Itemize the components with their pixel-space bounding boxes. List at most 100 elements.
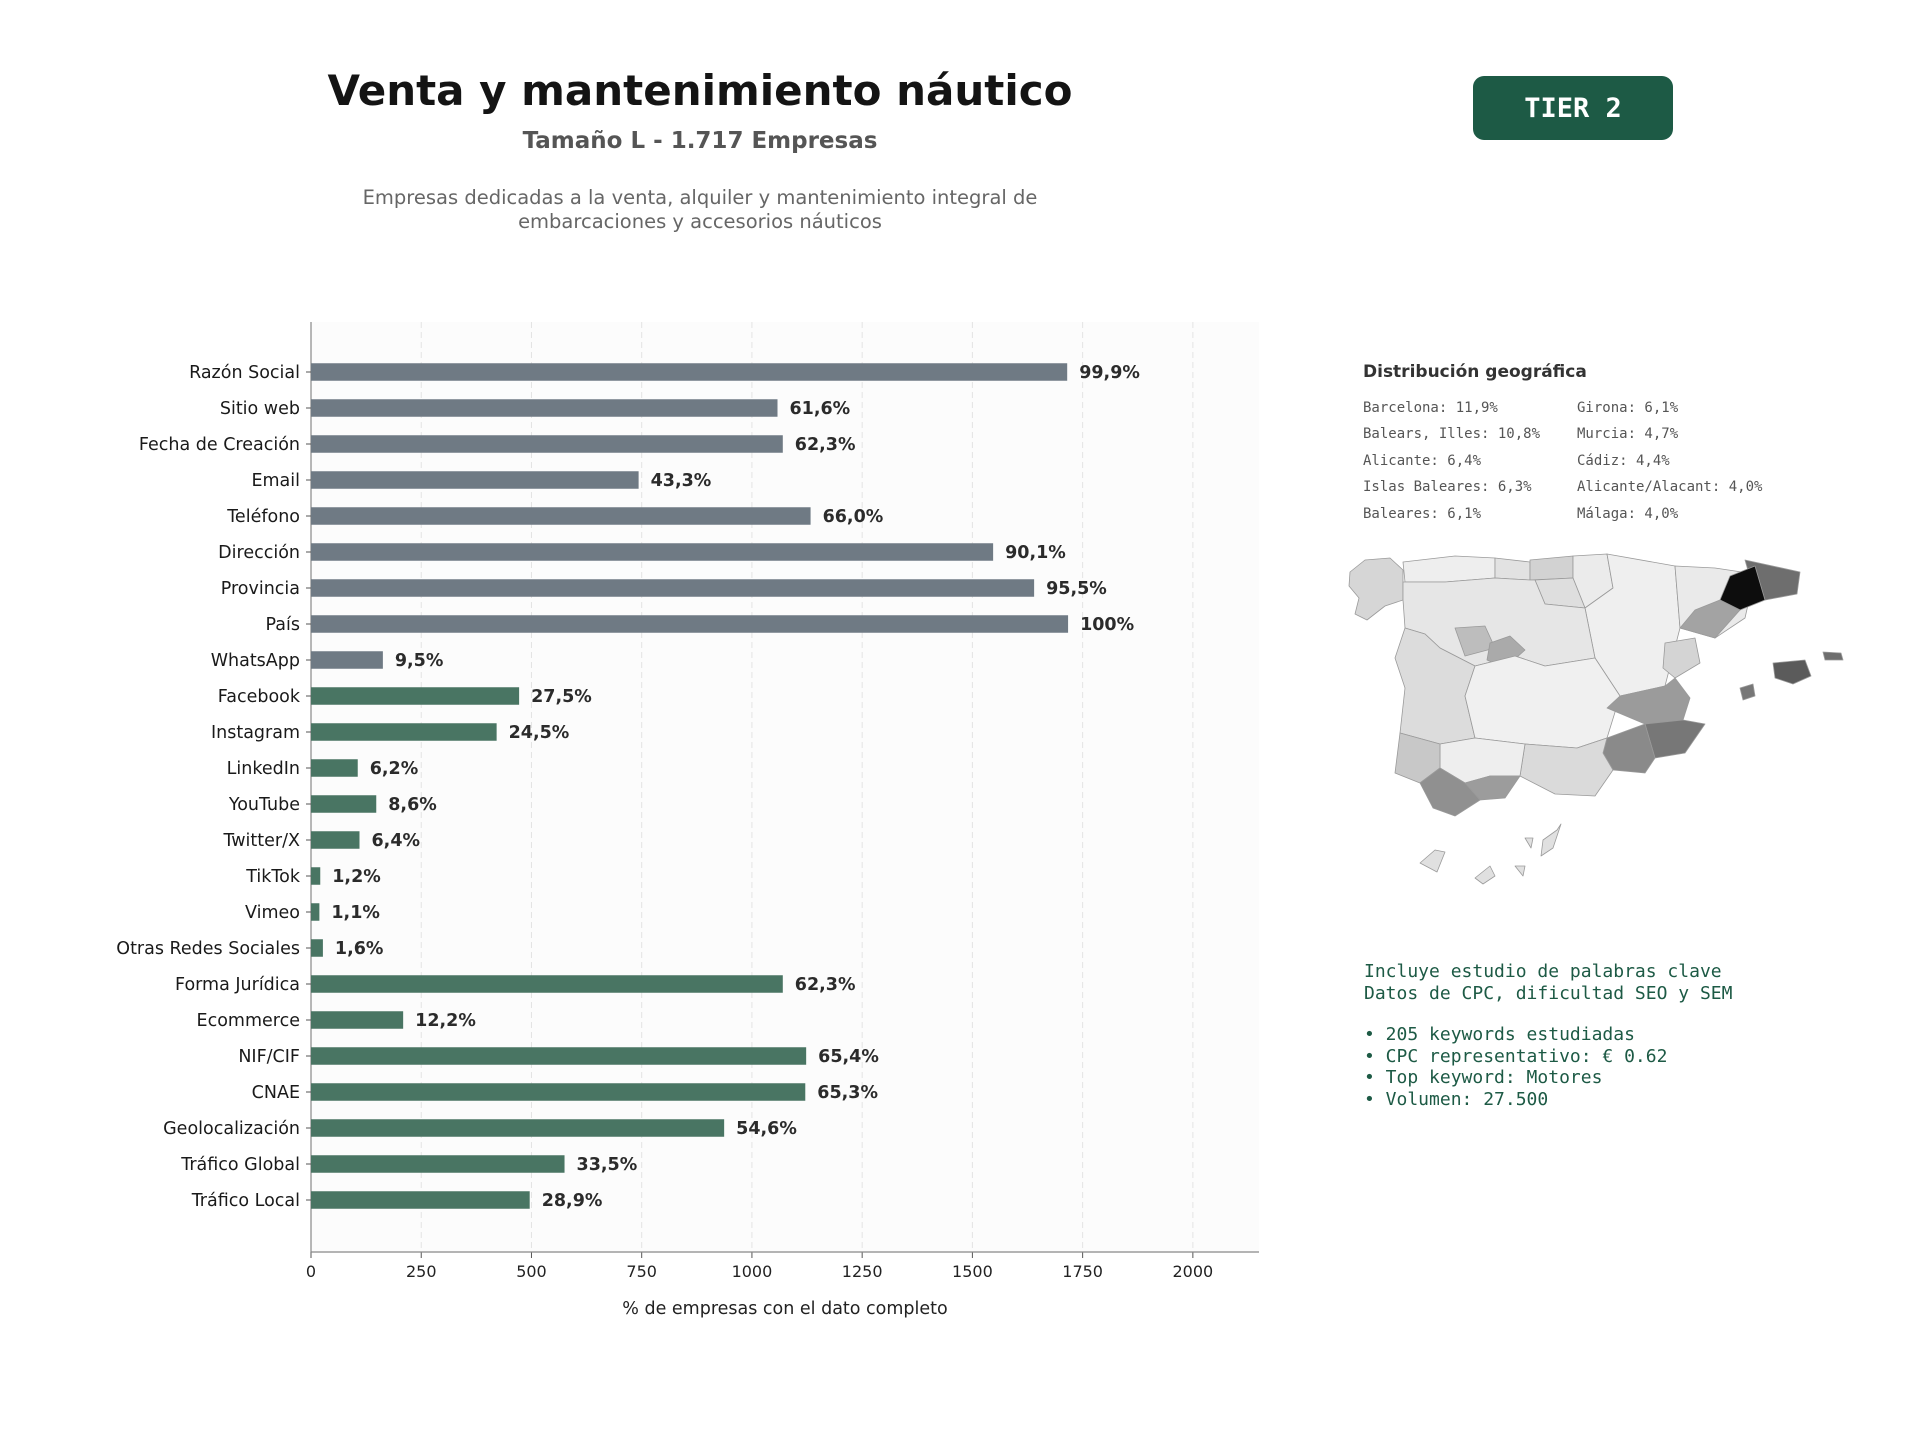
x-tick-label: 250	[406, 1262, 437, 1281]
geo-item: Baleares: 6,1%	[1363, 505, 1482, 522]
category-label: Razón Social	[189, 363, 300, 383]
data-label: 62,3%	[795, 435, 856, 455]
category-label: País	[266, 615, 300, 635]
data-label: 1,6%	[335, 939, 384, 959]
category-label: Sitio web	[220, 399, 300, 419]
bar	[311, 651, 383, 669]
map-region-cantabria	[1494, 557, 1531, 581]
x-tick-label: 1000	[732, 1262, 773, 1281]
data-label: 27,5%	[531, 687, 592, 707]
category-label: NIF/CIF	[238, 1047, 300, 1067]
map-region-cadiz	[1419, 767, 1481, 817]
map-region-castellon	[1662, 637, 1701, 679]
category-label: LinkedIn	[227, 759, 300, 779]
data-label: 43,3%	[651, 471, 712, 491]
data-label: 28,9%	[542, 1191, 603, 1211]
map-region-valencia	[1606, 677, 1691, 725]
map-region-barcelona	[1719, 565, 1766, 611]
bar	[311, 867, 321, 885]
tier-badge: TIER 2	[1473, 76, 1673, 140]
geo-item: Barcelona: 11,9%	[1363, 400, 1498, 416]
map-region-galicia	[1348, 557, 1404, 621]
bar	[311, 795, 377, 813]
map-region-basque-country	[1529, 555, 1574, 581]
map-region-menorca	[1822, 651, 1844, 661]
bar	[311, 579, 1035, 597]
category-label: Geolocalización	[163, 1119, 300, 1139]
bar	[311, 1191, 530, 1209]
bar	[311, 903, 320, 921]
category-label: TikTok	[245, 867, 301, 887]
data-label: 1,1%	[331, 903, 380, 923]
category-label: CNAE	[252, 1083, 300, 1103]
bar	[311, 435, 783, 453]
category-label: Tráfico Global	[180, 1155, 300, 1175]
data-label: 66,0%	[823, 507, 884, 527]
geo-item: Málaga: 4,0%	[1577, 505, 1679, 522]
keyword-bullet: • Top keyword: Motores	[1364, 1067, 1603, 1088]
geo-distribution-title: Distribución geográfica	[1363, 362, 1587, 382]
category-label: Instagram	[211, 723, 300, 743]
x-tick-label: 750	[626, 1262, 657, 1281]
data-label: 90,1%	[1005, 543, 1066, 563]
description-line: embarcaciones y accesorios náuticos	[518, 210, 882, 233]
category-label: YouTube	[228, 795, 300, 815]
geo-item: Murcia: 4,7%	[1577, 426, 1679, 443]
bar	[311, 687, 520, 705]
x-tick-label: 1500	[952, 1262, 993, 1281]
data-label: 99,9%	[1079, 363, 1140, 383]
map-region-asturias	[1402, 555, 1496, 583]
keyword-bullet: • CPC representativo: € 0.62	[1364, 1045, 1668, 1067]
map-region-castilla-la-mancha	[1464, 655, 1621, 749]
geo-distribution-list: Barcelona: 11,9% Girona: 6,1% Balears, I…	[1363, 399, 1762, 523]
geo-item: Balears, Illes: 10,8%	[1363, 426, 1541, 443]
data-label: 95,5%	[1046, 579, 1107, 599]
page-description: Empresas dedicadas a la venta, alquiler …	[300, 186, 1100, 234]
category-label: Vimeo	[245, 903, 300, 923]
category-label: Twitter/X	[222, 831, 300, 851]
geo-item: Cádiz: 4,4%	[1577, 452, 1670, 469]
keyword-intro-line: Datos de CPC, dificultad SEO y SEM	[1364, 982, 1733, 1004]
bar	[311, 471, 639, 489]
data-label: 100%	[1080, 615, 1134, 635]
geo-item: Alicante/Alacant: 4,0%	[1577, 479, 1763, 496]
keyword-study-info: Incluye estudio de palabras clave Datos …	[1364, 961, 1732, 1110]
spain-choropleth-map	[1348, 553, 1844, 885]
map-region-alicante	[1644, 719, 1706, 759]
category-label: Teléfono	[226, 507, 300, 527]
category-label: Forma Jurídica	[175, 975, 300, 995]
map-region-canary-islands	[1419, 823, 1562, 885]
bar	[311, 363, 1068, 381]
data-label: 12,2%	[415, 1011, 476, 1031]
category-label: Otras Redes Sociales	[116, 939, 300, 959]
x-axis-label: % de empresas con el dato completo	[622, 1299, 947, 1319]
data-label: 54,6%	[736, 1119, 797, 1139]
data-label: 33,5%	[577, 1155, 638, 1175]
map-region-mallorca	[1772, 659, 1812, 685]
category-label: Dirección	[218, 543, 300, 563]
bar	[311, 975, 783, 993]
x-tick-label: 0	[306, 1262, 316, 1281]
keyword-intro-line: Incluye estudio de palabras clave	[1364, 961, 1722, 982]
bar	[311, 831, 360, 849]
bar	[311, 939, 323, 957]
data-label: 65,3%	[817, 1083, 878, 1103]
category-label: Facebook	[218, 687, 301, 707]
x-tick-label: 1750	[1062, 1262, 1103, 1281]
keyword-spacer	[1364, 1004, 1732, 1024]
x-tick-label: 2000	[1173, 1262, 1214, 1281]
map-region-tarragona	[1679, 599, 1741, 639]
data-label: 61,6%	[790, 399, 851, 419]
data-label: 24,5%	[509, 723, 570, 743]
bar	[311, 1119, 725, 1137]
bar	[311, 1011, 404, 1029]
category-label: Tráfico Local	[191, 1191, 300, 1211]
page-subtitle: Tamaño L - 1.717 Empresas	[522, 128, 878, 154]
map-region-andalusia-east	[1519, 737, 1614, 797]
bar	[311, 723, 497, 741]
keyword-bullet: • Volumen: 27.500	[1364, 1088, 1549, 1110]
category-label: Provincia	[221, 579, 300, 599]
map-region-ibiza	[1739, 683, 1756, 701]
bar	[311, 507, 811, 525]
